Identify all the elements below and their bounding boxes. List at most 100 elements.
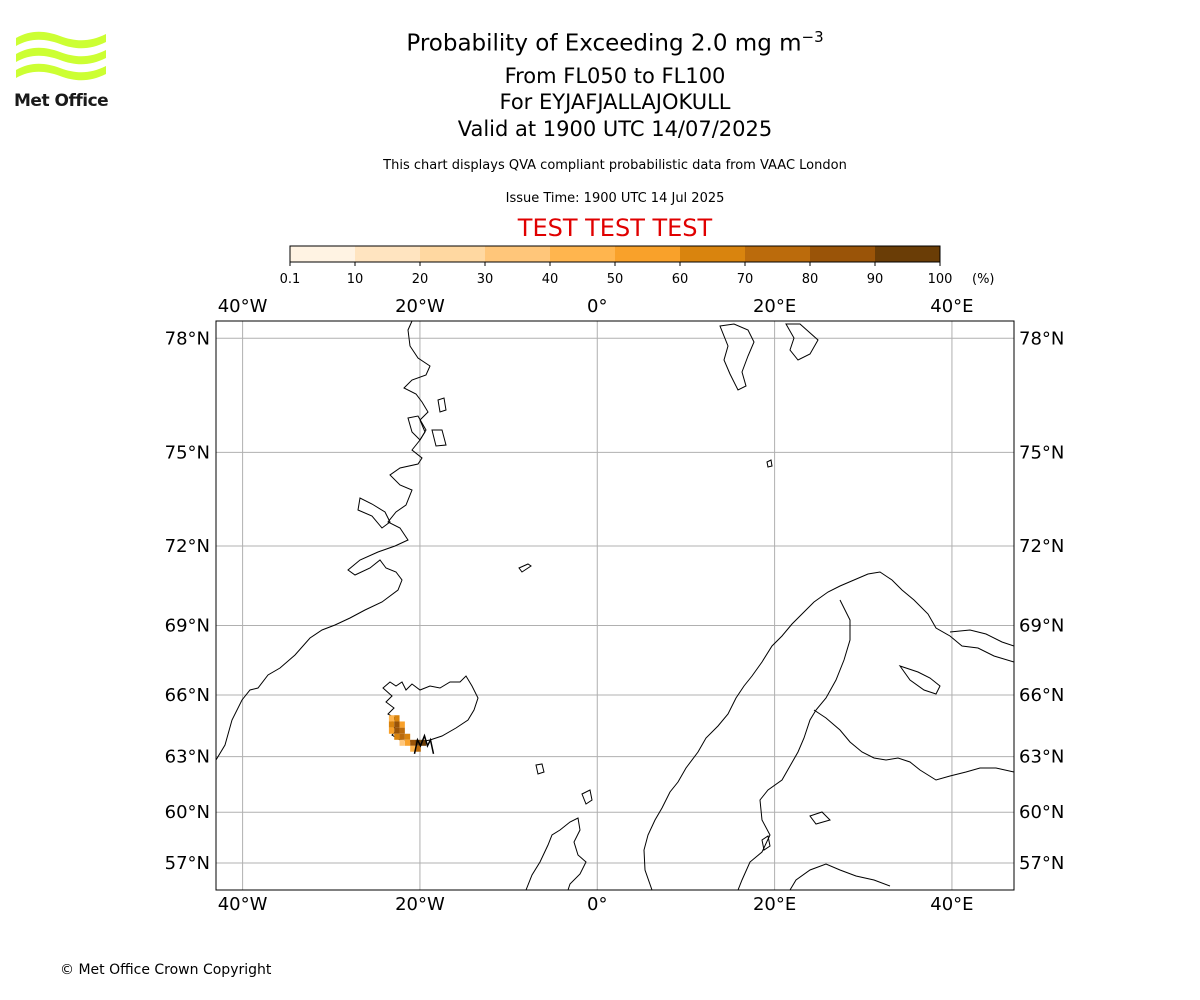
white-sea — [898, 665, 941, 695]
met-office-waves-icon — [16, 31, 106, 81]
colorbar-tick-label: 100 — [928, 272, 953, 287]
colorbar-tick-label: 80 — [802, 272, 819, 287]
latitude-label-left: 75°N — [165, 442, 210, 463]
saaremaa — [809, 811, 831, 825]
ash-cell — [404, 733, 411, 740]
colorbar-segment — [745, 246, 810, 262]
greenland-fjord-2 — [407, 415, 427, 441]
gotland — [761, 835, 771, 851]
longitude-label-top: 0° — [587, 296, 607, 317]
ash-probability-map: 40°W 40°W 20°W 20°W 0° 0° 20°E 20°E 40°E 40°E 78°N… — [165, 296, 1065, 915]
colorbar-segment — [875, 246, 940, 262]
ash-cell — [399, 727, 405, 734]
ash-cell — [394, 721, 400, 728]
baltic-coast — [789, 863, 891, 890]
latitude-label-right: 66°N — [1019, 685, 1064, 706]
colorbar-tick-label: 60 — [672, 272, 689, 287]
chart-description: This chart displays QVA compliant probab… — [383, 158, 847, 173]
colorbar-segment — [680, 246, 745, 262]
colorbar-tick-label: 90 — [867, 272, 884, 287]
latitude-label-left: 78°N — [165, 328, 210, 349]
latitude-label-right: 69°N — [1019, 616, 1064, 637]
colorbar-tick-label: 40 — [542, 272, 559, 287]
ash-cell — [399, 721, 405, 728]
level-range: From FL050 to FL100 — [504, 64, 726, 88]
colorbar-segment — [550, 246, 615, 262]
colorbar-tick-label: 70 — [737, 272, 754, 287]
copyright-notice: © Met Office Crown Copyright — [60, 962, 272, 978]
ash-cell — [394, 727, 400, 734]
jan-mayen — [518, 563, 532, 573]
volcano-name: For EYJAFJALLAJOKULL — [499, 90, 731, 114]
bear-island — [766, 459, 773, 468]
ash-cell — [394, 733, 400, 740]
finland-coast — [813, 709, 1014, 781]
sweden-coast — [737, 599, 851, 890]
colorbar-tick-label: 50 — [607, 272, 624, 287]
latitude-label-right: 63°N — [1019, 747, 1064, 768]
longitude-label-top: 40°E — [930, 296, 973, 317]
faroe-islands — [535, 763, 545, 775]
latitude-label-right: 60°N — [1019, 802, 1064, 823]
latitude-label-left: 57°N — [165, 853, 210, 874]
colorbar-segment — [485, 246, 550, 262]
kola-coast — [949, 629, 1014, 647]
latitude-label-right: 72°N — [1019, 536, 1064, 557]
latitude-label-left: 63°N — [165, 747, 210, 768]
colorbar-tick-label: 10 — [347, 272, 364, 287]
longitude-label-top: 20°E — [753, 296, 796, 317]
ash-cell — [410, 745, 416, 752]
ash-cell — [404, 739, 411, 746]
colorbar-segment — [420, 246, 485, 262]
colorbar-tick-label: 0.1 — [280, 272, 300, 287]
colorbar-segment — [355, 246, 420, 262]
volcano-marker-icon — [413, 733, 435, 754]
colorbar-segment — [615, 246, 680, 262]
longitude-label-bottom: 40°W — [218, 894, 268, 915]
axis-labels: 40°W 40°W 20°W 20°W 0° 0° 20°E 20°E 40°E 40°E 78°N… — [165, 296, 1065, 915]
longitude-label-bottom: 20°W — [395, 894, 445, 915]
latitude-label-left: 69°N — [165, 616, 210, 637]
colorbar-unit: (%) — [972, 272, 995, 287]
latitude-label-right: 78°N — [1019, 328, 1064, 349]
longitude-label-bottom: 20°E — [753, 894, 796, 915]
colorbar-tick-label: 20 — [412, 272, 429, 287]
met-office-logo: Met Office — [14, 30, 109, 112]
latitude-label-left: 66°N — [165, 685, 210, 706]
ash-probability-cells — [388, 715, 427, 752]
ash-cell — [410, 739, 416, 746]
latitude-label-left: 60°N — [165, 802, 210, 823]
latitude-label-right: 75°N — [1019, 442, 1064, 463]
longitude-label-bottom: 40°E — [930, 894, 973, 915]
test-banner: TEST TEST TEST — [517, 214, 713, 242]
ash-cell — [399, 739, 405, 746]
scotland-coast — [525, 817, 587, 890]
map-frame — [215, 320, 1015, 891]
colorbar-segment — [290, 246, 355, 262]
ash-cell — [388, 721, 395, 728]
ash-cell — [394, 715, 400, 722]
greenland-island-2 — [431, 429, 447, 447]
issue-time: Issue Time: 1900 UTC 14 Jul 2025 — [505, 191, 725, 206]
ash-cell — [388, 727, 395, 734]
probability-colorbar: 0.1 10 20 30 40 50 60 70 80 90 100 (%) — [280, 245, 995, 287]
ash-cell — [388, 715, 395, 722]
valid-time: Valid at 1900 UTC 14/07/2025 — [457, 117, 773, 141]
longitude-label-top: 20°W — [395, 296, 445, 317]
logo-text: Met Office — [14, 91, 109, 111]
longitude-label-top: 40°W — [218, 296, 268, 317]
scandinavia-coast — [643, 571, 1014, 890]
svalbard-west — [719, 323, 755, 391]
colorbar-segment — [810, 246, 875, 262]
ash-cell — [399, 733, 405, 740]
chart-title: Probability of Exceeding 2.0 mg m−3 — [406, 28, 824, 57]
greenland-island-1 — [437, 397, 447, 413]
latitude-label-right: 57°N — [1019, 853, 1064, 874]
map-graticule — [216, 321, 1014, 890]
colorbar-tick-label: 30 — [477, 272, 494, 287]
greenland-coast — [216, 321, 431, 761]
ash-cell — [420, 739, 427, 746]
latitude-label-left: 72°N — [165, 536, 210, 557]
coastlines — [216, 321, 1014, 890]
svalbard-east — [785, 323, 819, 361]
